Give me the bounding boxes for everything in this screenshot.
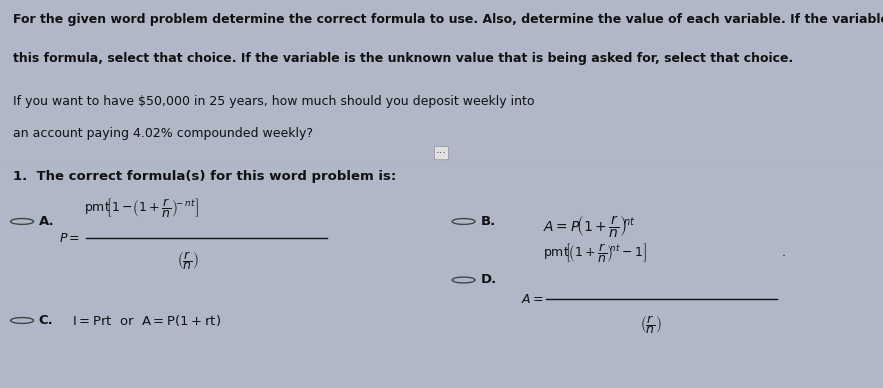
Text: C.: C. (39, 314, 54, 327)
Text: $\left(\dfrac{r}{n}\right)$: $\left(\dfrac{r}{n}\right)$ (177, 249, 198, 272)
Text: A.: A. (39, 215, 55, 228)
Text: $P =$: $P =$ (59, 232, 80, 245)
Text: 1.  The correct formula(s) for this word problem is:: 1. The correct formula(s) for this word … (13, 170, 396, 183)
Text: If you want to have $50,000 in 25 years, how much should you deposit weekly into: If you want to have $50,000 in 25 years,… (13, 95, 535, 107)
Text: D.: D. (480, 274, 496, 286)
Text: $A =$: $A =$ (521, 293, 544, 306)
Text: $\mathrm{pmt}\!\left[1 - \!\left(1 + \dfrac{r}{n}\right)^{\!\!-nt}\right]$: $\mathrm{pmt}\!\left[1 - \!\left(1 + \df… (84, 196, 199, 220)
Text: this formula, select that choice. If the variable is the unknown value that is b: this formula, select that choice. If the… (13, 52, 794, 65)
Text: B.: B. (480, 215, 495, 228)
Text: $A = P\!\left(1 + \dfrac{r}{n}\right)^{\!\!nt}$: $A = P\!\left(1 + \dfrac{r}{n}\right)^{\… (543, 213, 636, 239)
Text: $\left(\dfrac{r}{n}\right)$: $\left(\dfrac{r}{n}\right)$ (640, 314, 661, 336)
Text: For the given word problem determine the correct formula to use. Also, determine: For the given word problem determine the… (13, 13, 883, 26)
Text: an account paying 4.02% compounded weekly?: an account paying 4.02% compounded weekl… (13, 127, 313, 140)
Text: $\mathrm{pmt}\!\left[\!\left(1 + \dfrac{r}{n}\right)^{\!\!nt} - 1\right]$: $\mathrm{pmt}\!\left[\!\left(1 + \dfrac{… (543, 241, 647, 265)
Text: .: . (781, 246, 786, 260)
Text: ···: ··· (436, 148, 447, 158)
Text: $\mathrm{I = Prt}$  or  $\mathrm{A = P(1 + rt)}$: $\mathrm{I = Prt}$ or $\mathrm{A = P(1 +… (72, 313, 222, 328)
